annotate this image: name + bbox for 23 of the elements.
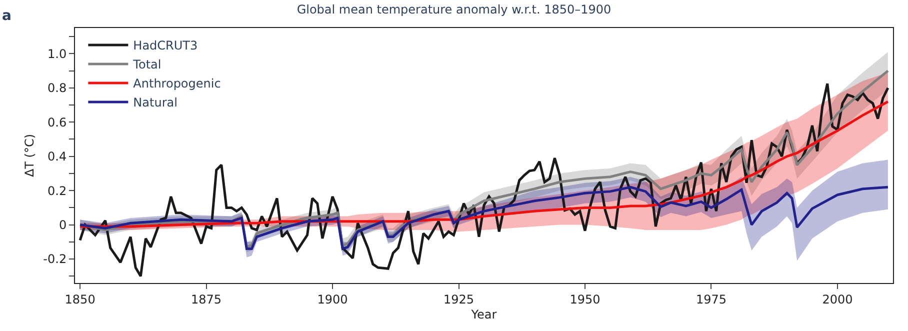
legend-label: HadCRUT3 xyxy=(133,38,198,53)
y-tick-label: 0.4 xyxy=(48,150,67,164)
legend-label: Natural xyxy=(133,96,178,110)
y-tick-label: 0.2 xyxy=(48,184,67,198)
x-tick-label: 1850 xyxy=(64,292,96,306)
line-series xyxy=(78,186,890,250)
y-axis-title: ΔT (°C) xyxy=(22,134,36,178)
y-tick-label: -0.2 xyxy=(43,252,67,266)
y-tick-label: 0 xyxy=(58,218,67,232)
legend-label: Total xyxy=(132,58,162,72)
x-axis-title: Year xyxy=(470,307,497,322)
text: a xyxy=(2,8,12,24)
chart-title: Global mean temperature anomaly w.r.t. 1850–1900 xyxy=(296,2,612,16)
x-tick-label: 1925 xyxy=(443,292,474,306)
x-tick-label: 1950 xyxy=(570,292,600,306)
x-tick-label: 2000 xyxy=(822,292,853,306)
x-tick-label: 1975 xyxy=(696,292,726,306)
legend-label: Anthropogenic xyxy=(133,76,221,91)
x-tick-label: 1875 xyxy=(191,292,222,306)
x-tick-label: 1900 xyxy=(317,292,348,306)
y-tick-label: 1.0 xyxy=(48,46,67,61)
y-tick-label: 0.6 xyxy=(48,115,67,130)
y-tick-label: 0.8 xyxy=(48,81,67,96)
